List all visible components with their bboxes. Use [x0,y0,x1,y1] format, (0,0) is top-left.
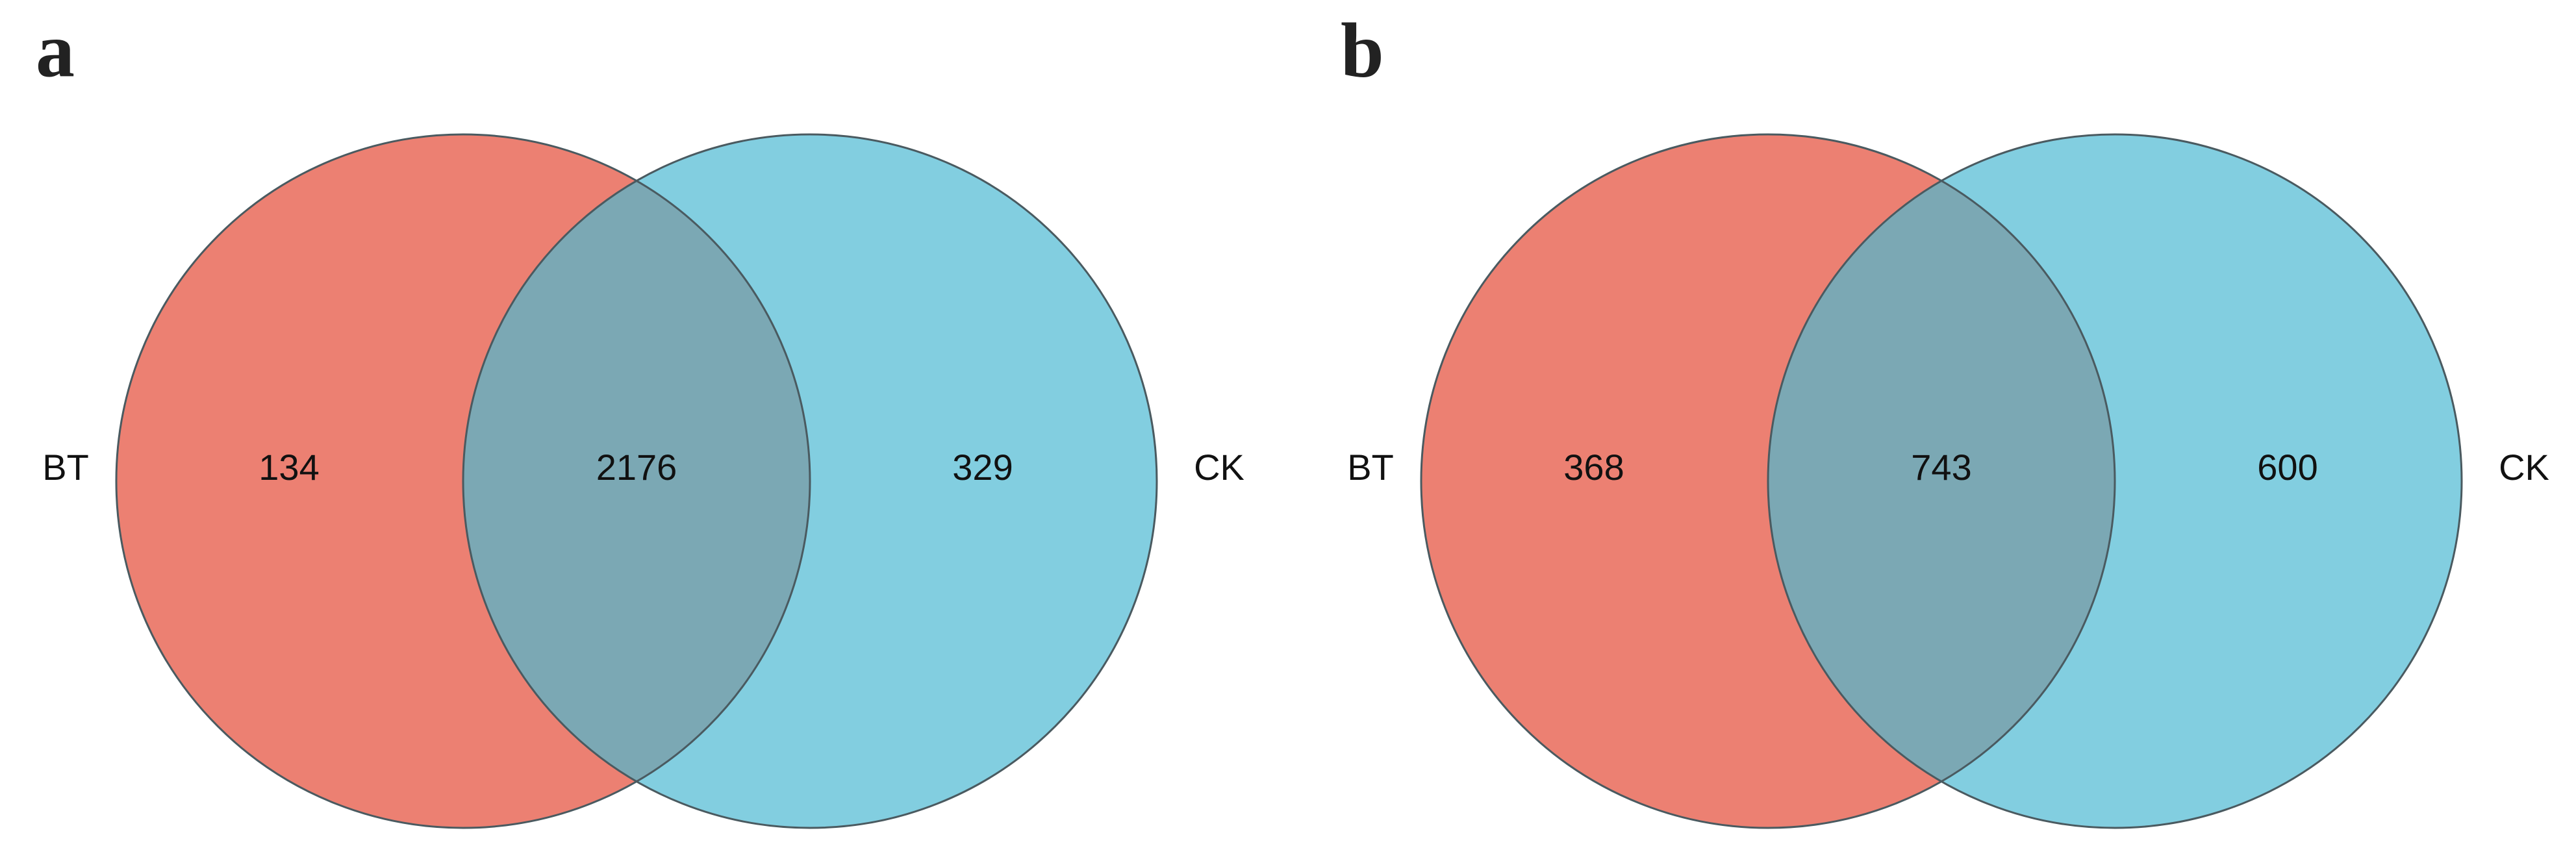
set-label: BT [1347,447,1394,488]
panel-label: b [1341,7,1384,94]
overlap [463,134,810,828]
set-label: CK [2499,447,2549,488]
count-label: 368 [1563,447,1624,488]
count-label: 600 [2257,447,2317,488]
panel-label: a [36,7,75,94]
set-label: CK [1194,447,1244,488]
count-label: 743 [1911,447,1971,488]
set-label: BT [42,447,89,488]
overlap [1768,134,2115,828]
set-outline [1767,133,2463,829]
set-outline [462,133,1158,829]
count-label: 329 [952,447,1013,488]
set-outline [115,133,811,829]
count-label: 134 [259,447,319,488]
count-label: 2176 [596,447,677,488]
set-outline [1420,133,2116,829]
